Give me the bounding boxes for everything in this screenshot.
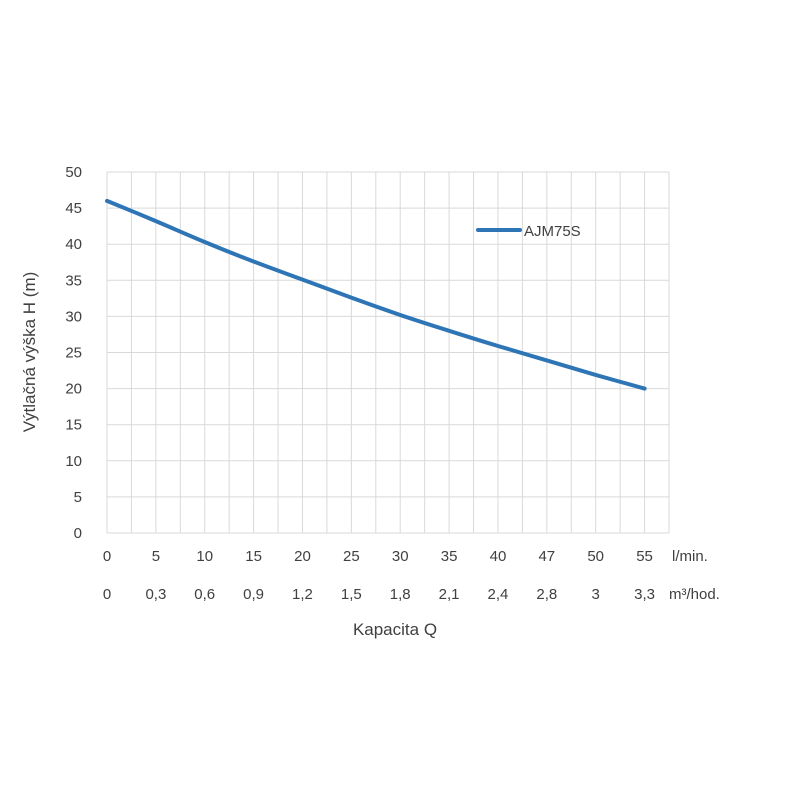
y-tick-label: 50: [65, 164, 82, 181]
y-axis-title: Výtlačná výška H (m): [20, 272, 39, 433]
x2-tick-label: 2,8: [536, 586, 557, 603]
y-tick-label: 15: [65, 417, 82, 434]
x-axis-title: Kapacita Q: [353, 620, 437, 639]
x2-tick-label: 2,1: [439, 586, 460, 603]
x2-tick-label: 0: [103, 586, 111, 603]
x-tick-label: 10: [196, 548, 213, 565]
x-tick-label: 47: [538, 548, 555, 565]
x2-tick-label: 0,3: [145, 586, 166, 603]
y-tick-label: 25: [65, 345, 82, 362]
x-primary-unit: l/min.: [672, 548, 708, 565]
x-tick-label: 0: [103, 548, 111, 565]
y-tick-label: 0: [74, 525, 82, 542]
x-tick-label: 30: [392, 548, 409, 565]
x-tick-label: 25: [343, 548, 360, 565]
y-tick-label: 20: [65, 381, 82, 398]
x2-tick-label: 2,4: [488, 586, 509, 603]
x-tick-labels-primary: 0 5 10 15 20 25 30 35 40 47 50 55: [103, 548, 653, 565]
x-tick-label: 15: [245, 548, 262, 565]
x2-tick-label: 1,5: [341, 586, 362, 603]
y-tick-label: 30: [65, 308, 82, 325]
x2-tick-label: 3: [592, 586, 600, 603]
x-tick-label: 55: [636, 548, 653, 565]
y-tick-label: 35: [65, 272, 82, 289]
x2-tick-label: 1,2: [292, 586, 313, 603]
x-tick-label: 40: [490, 548, 507, 565]
y-tick-label: 10: [65, 453, 82, 470]
x-tick-label: 50: [587, 548, 604, 565]
x-secondary-unit: m³/hod.: [669, 586, 720, 603]
legend: AJM75S: [476, 223, 581, 240]
gridlines: [106, 171, 670, 534]
x-tick-label: 20: [294, 548, 311, 565]
y-tick-label: 45: [65, 200, 82, 217]
series-layer: [105, 198, 647, 391]
x2-tick-label: 3,3: [634, 586, 655, 603]
x-tick-label: 35: [441, 548, 458, 565]
x-tick-labels-secondary: 0 0,3 0,6 0,9 1,2 1,5 1,8 2,1 2,4 2,8 3 3,3: [103, 586, 655, 603]
x-tick-label: 5: [152, 548, 160, 565]
y-tick-label: 5: [74, 489, 82, 506]
x2-tick-label: 0,6: [194, 586, 215, 603]
series-line-AJM75S: [105, 198, 647, 391]
y-tick-labels: 0 5 10 15 20 25 30 35 40 45 50: [65, 164, 82, 542]
legend-label: AJM75S: [524, 223, 581, 240]
y-tick-label: 40: [65, 236, 82, 253]
x2-tick-label: 1,8: [390, 586, 411, 603]
x2-tick-label: 0,9: [243, 586, 264, 603]
